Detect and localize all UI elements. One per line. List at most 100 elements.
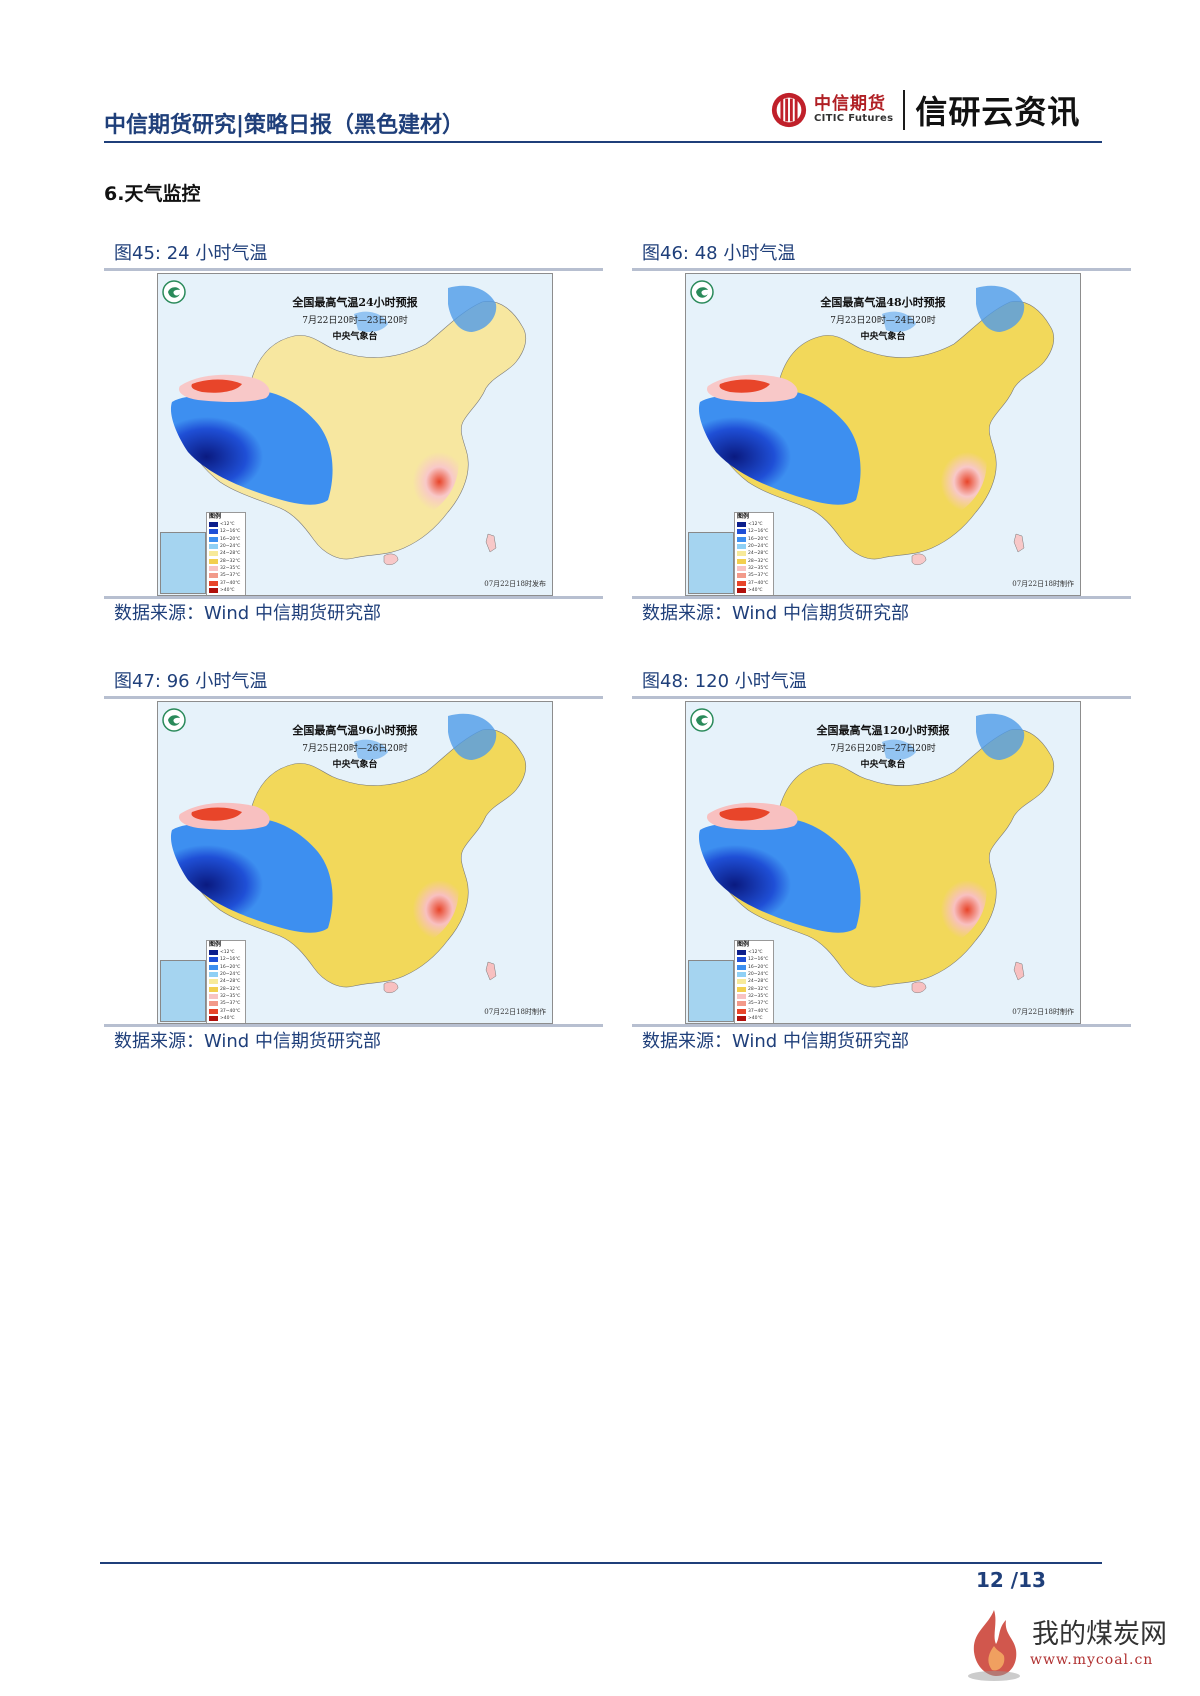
legend-label: <12℃ <box>748 522 763 528</box>
legend-item: >40℃ <box>735 587 773 594</box>
legend-item: 24~28℃ <box>207 550 245 557</box>
legend-swatch <box>737 950 746 956</box>
issue-time: 07月22日18时制作 <box>1012 1008 1074 1016</box>
map-organization: 中央气象台 <box>860 332 906 342</box>
legend-item: 24~28℃ <box>735 550 773 557</box>
legend-title: 图例 <box>209 941 222 948</box>
legend-label: <12℃ <box>748 950 763 956</box>
legend-item: 35~37℃ <box>735 1000 773 1007</box>
cma-logo-icon <box>690 708 714 732</box>
legend-item: >40℃ <box>207 1015 245 1022</box>
legend-swatch <box>737 986 746 992</box>
legend-label: 37~40℃ <box>220 580 241 586</box>
figure-caption: 图45: 24 小时气温 <box>114 243 268 264</box>
legend-label: 35~37℃ <box>748 573 769 579</box>
legend-label: 32~35℃ <box>748 565 769 571</box>
legend-label: 35~37℃ <box>220 1001 241 1007</box>
map-period: 7月22日20时—23日20时 <box>302 316 408 326</box>
legend-item: 20~24℃ <box>207 543 245 550</box>
legend-swatch <box>209 529 218 535</box>
temperature-map: 全国最高气温48小时预报 7月23日20时—24日20时 中央气象台 图例 <1… <box>685 273 1081 596</box>
legend-swatch <box>737 551 746 557</box>
legend-swatch <box>737 573 746 579</box>
cma-logo-icon <box>162 280 186 304</box>
legend-label: 32~35℃ <box>220 565 241 571</box>
map-legend: 图例 <12℃ 12~16℃ 16~20℃ <box>206 512 246 595</box>
legend-swatch <box>209 558 218 564</box>
legend-item: 28~32℃ <box>735 557 773 564</box>
legend-item: 12~16℃ <box>735 528 773 535</box>
legend-title: 图例 <box>737 941 750 948</box>
map-period: 7月26日20时—27日20时 <box>830 744 936 754</box>
legend-label: 12~16℃ <box>748 529 769 535</box>
legend-label: 32~35℃ <box>748 993 769 999</box>
legend-item: <12℃ <box>735 949 773 956</box>
legend-item: 12~16℃ <box>207 956 245 963</box>
legend-swatch <box>209 1015 218 1021</box>
legend-label: 16~20℃ <box>748 536 769 542</box>
figure-96h: 图47: 96 小时气温 <box>104 668 603 1055</box>
legend-label: 24~28℃ <box>220 979 241 985</box>
figure-120h: 图48: 120 小时气温 <box>632 668 1131 1055</box>
legend-label: 24~28℃ <box>748 551 769 557</box>
legend-label: 32~35℃ <box>220 993 241 999</box>
map-title: 全国最高气温48小时预报 <box>820 296 946 309</box>
map-title-block: 全国最高气温48小时预报 7月23日20时—24日20时 中央气象台 <box>686 294 1080 342</box>
figure-bottom-rule <box>632 596 1131 599</box>
legend-item: 12~16℃ <box>207 528 245 535</box>
legend-label: 35~37℃ <box>220 573 241 579</box>
legend-swatch <box>209 565 218 571</box>
legend-label: 24~28℃ <box>220 551 241 557</box>
figure-top-rule <box>632 696 1131 699</box>
map-area: 全国最高气温24小时预报 7月22日20时—23日20时 中央气象台 图例 <1… <box>104 271 603 596</box>
legend-label: 24~28℃ <box>748 979 769 985</box>
legend-label: 28~32℃ <box>748 558 769 564</box>
figure-top-rule <box>632 268 1131 271</box>
legend-swatch <box>209 522 218 528</box>
section-title: 6.天气监控 <box>104 183 201 205</box>
legend-item: 32~35℃ <box>207 565 245 572</box>
footer-rule <box>100 1562 1102 1564</box>
citic-emblem-icon <box>771 92 807 128</box>
legend-swatch <box>737 565 746 571</box>
legend-swatch <box>737 522 746 528</box>
legend-item: 24~28℃ <box>207 978 245 985</box>
china-temperature-map-image <box>686 274 1080 595</box>
map-organization: 中央气象台 <box>332 332 378 342</box>
cma-logo-icon <box>162 708 186 732</box>
legend-swatch <box>737 536 746 542</box>
legend-item: 37~40℃ <box>207 579 245 586</box>
legend-swatch <box>737 1008 746 1014</box>
legend-swatch <box>737 972 746 978</box>
legend-item: 28~32℃ <box>735 985 773 992</box>
legend-swatch <box>209 1008 218 1014</box>
legend-label: 20~24℃ <box>220 972 241 978</box>
legend-label: <12℃ <box>220 522 235 528</box>
map-title: 全国最高气温120小时预报 <box>816 724 950 737</box>
legend-label: >40℃ <box>220 1015 235 1021</box>
legend-label: 20~24℃ <box>748 972 769 978</box>
legend-item: 16~20℃ <box>735 536 773 543</box>
legend-item: 20~24℃ <box>207 971 245 978</box>
figure-bottom-rule <box>104 596 603 599</box>
logo-divider <box>903 90 906 130</box>
legend-item: 35~37℃ <box>207 1000 245 1007</box>
map-area: 全国最高气温48小时预报 7月23日20时—24日20时 中央气象台 图例 <1… <box>632 271 1131 596</box>
legend-item: 24~28℃ <box>735 978 773 985</box>
legend-item: 16~20℃ <box>207 964 245 971</box>
map-period: 7月23日20时—24日20时 <box>830 316 936 326</box>
south-china-sea-inset <box>688 960 734 1022</box>
legend-swatch <box>209 964 218 970</box>
legend-item: 20~24℃ <box>735 971 773 978</box>
legend-label: 37~40℃ <box>748 1008 769 1014</box>
figure-caption: 图46: 48 小时气温 <box>642 243 796 264</box>
citic-logo: 中信期货 CITIC Futures 信研云资讯 <box>770 86 1080 134</box>
legend-swatch <box>737 1015 746 1021</box>
legend-swatch <box>209 580 218 586</box>
legend-label: 12~16℃ <box>220 529 241 535</box>
legend-swatch <box>737 580 746 586</box>
legend-item: <12℃ <box>207 949 245 956</box>
legend-item: 32~35℃ <box>735 565 773 572</box>
legend-label: 28~32℃ <box>748 986 769 992</box>
figure-bottom-rule <box>104 1024 603 1027</box>
